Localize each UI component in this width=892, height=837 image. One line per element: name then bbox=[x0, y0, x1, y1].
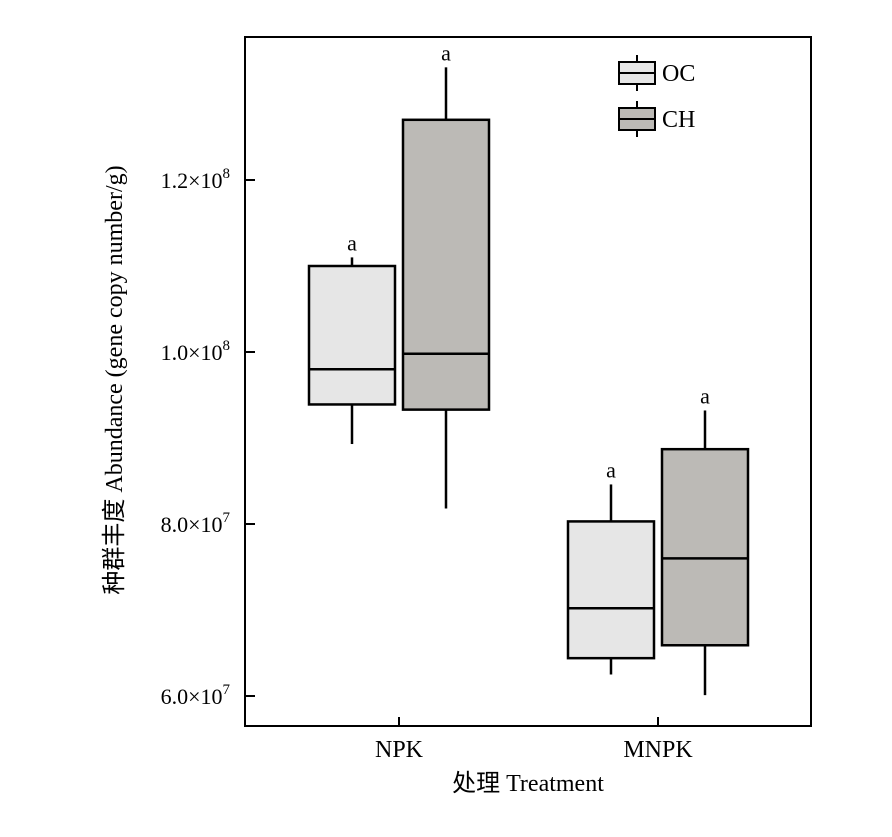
plot-frame bbox=[244, 36, 812, 727]
legend-item-oc: OC bbox=[618, 55, 695, 91]
box-body bbox=[566, 520, 656, 660]
box-ch-mnpk: a bbox=[660, 383, 750, 696]
box-body bbox=[660, 447, 750, 647]
significance-label: a bbox=[347, 230, 357, 255]
box-body bbox=[401, 118, 491, 411]
x-axis: NPK MNPK bbox=[375, 717, 693, 763]
x-tick-label-mnpk: MNPK bbox=[623, 737, 693, 763]
y-tick-label: 1.2×108 bbox=[161, 166, 230, 193]
x-axis-title: 处理 Treatment bbox=[452, 770, 604, 797]
box-oc-mnpk: a bbox=[566, 457, 656, 675]
x-tick-label-npk: NPK bbox=[375, 737, 424, 763]
legend-label: CH bbox=[662, 107, 695, 133]
legend-item-ch: CH bbox=[618, 101, 695, 137]
y-tick-label: 6.0×107 bbox=[161, 682, 231, 709]
box-ch-npk: a bbox=[401, 40, 491, 509]
legend: OC CH bbox=[618, 55, 695, 137]
significance-label: a bbox=[441, 40, 451, 65]
y-axis: 6.0×107 8.0×107 1.0×108 1.2×108 bbox=[161, 166, 255, 709]
y-axis-title: 种群丰度 Abundance (gene copy number/g) bbox=[101, 165, 128, 594]
significance-label: a bbox=[700, 383, 710, 408]
y-tick-label: 1.0×108 bbox=[161, 338, 230, 365]
boxes-layer: a a a a bbox=[307, 40, 750, 696]
y-tick-label: 8.0×107 bbox=[161, 510, 231, 537]
legend-label: OC bbox=[662, 61, 695, 87]
box-oc-npk: a bbox=[307, 230, 397, 445]
significance-label: a bbox=[606, 457, 616, 482]
box-body bbox=[307, 264, 397, 406]
